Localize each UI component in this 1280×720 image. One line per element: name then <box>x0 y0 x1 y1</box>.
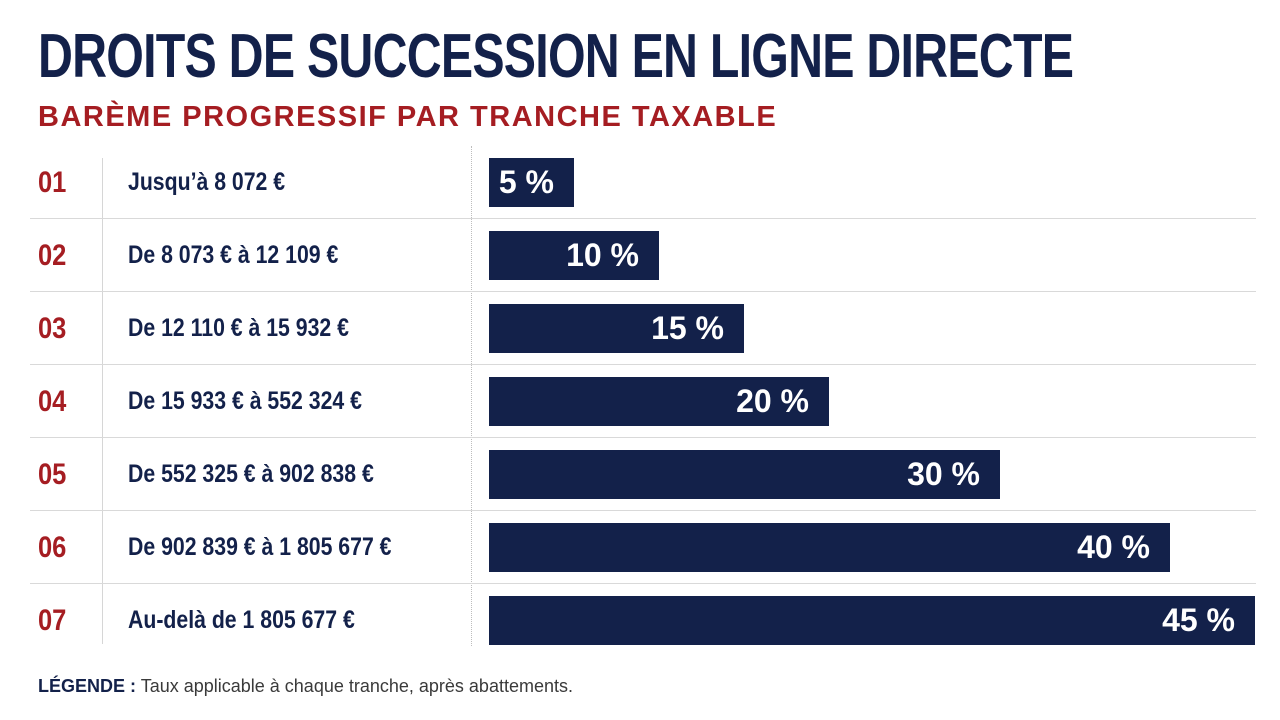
legend: LÉGENDE : Taux applicable à chaque tranc… <box>38 676 573 697</box>
row-number: 05 <box>38 458 67 491</box>
row-number: 04 <box>38 385 67 418</box>
chart-subtitle: BARÈME PROGRESSIF PAR TRANCHE TAXABLE <box>38 101 778 133</box>
bracket-label: De 12 110 € à 15 932 € <box>128 314 349 342</box>
bracket-label: De 552 325 € à 902 838 € <box>128 460 374 488</box>
legend-text: Taux applicable à chaque tranche, après … <box>140 676 573 696</box>
bracket-label: Au-delà de 1 805 677 € <box>128 606 355 634</box>
row-number: 01 <box>38 166 67 199</box>
rate-bar: 10 % <box>489 231 659 280</box>
row-number: 03 <box>38 312 67 345</box>
rate-value-label: 30 % <box>907 456 980 492</box>
bar-axis-divider <box>471 146 472 646</box>
legend-key: LÉGENDE : <box>38 676 137 696</box>
table-row: 02 De 8 073 € à 12 109 € 10 % <box>30 219 1256 292</box>
rate-bar: 45 % <box>489 596 1255 645</box>
bracket-label: De 8 073 € à 12 109 € <box>128 241 339 269</box>
table-row: 03 De 12 110 € à 15 932 € 15 % <box>30 292 1256 365</box>
rate-value-label: 40 % <box>1077 529 1150 565</box>
table-row: 04 De 15 933 € à 552 324 € 20 % <box>30 365 1256 438</box>
chart-title: DROITS DE SUCCESSION EN LIGNE DIRECTE <box>38 22 1074 91</box>
rate-bar: 15 % <box>489 304 744 353</box>
table-row: 06 De 902 839 € à 1 805 677 € 40 % <box>30 511 1256 584</box>
row-number: 07 <box>38 604 67 637</box>
row-separator <box>30 364 1256 365</box>
row-separator <box>30 437 1256 438</box>
rate-bar: 30 % <box>489 450 1000 499</box>
rate-value-label: 5 % <box>498 164 554 200</box>
rate-value-label: 10 % <box>566 237 639 273</box>
row-number: 02 <box>38 239 67 272</box>
table-row: 07 Au-delà de 1 805 677 € 45 % <box>30 584 1256 657</box>
bracket-label: De 15 933 € à 552 324 € <box>128 387 362 415</box>
bracket-label: De 902 839 € à 1 805 677 € <box>128 533 392 561</box>
row-separator <box>30 291 1256 292</box>
table-row: 05 De 552 325 € à 902 838 € 30 % <box>30 438 1256 511</box>
tax-rate-table: 01 Jusqu’à 8 072 € 5 % 02 De 8 073 € à 12 10… <box>30 146 1256 646</box>
row-number: 06 <box>38 531 67 564</box>
column-divider <box>102 158 103 644</box>
row-separator <box>30 583 1256 584</box>
row-separator <box>30 510 1256 511</box>
rate-value-label: 45 % <box>1162 602 1235 638</box>
rate-bar: 40 % <box>489 523 1170 572</box>
rate-value-label: 20 % <box>736 383 809 419</box>
rate-bar: 20 % <box>489 377 829 426</box>
row-separator <box>30 218 1256 219</box>
rate-value-label: 15 % <box>651 310 724 346</box>
bracket-label: Jusqu’à 8 072 € <box>128 168 286 196</box>
table-row: 01 Jusqu’à 8 072 € 5 % <box>30 146 1256 219</box>
rate-bar: 5 % <box>489 158 574 207</box>
